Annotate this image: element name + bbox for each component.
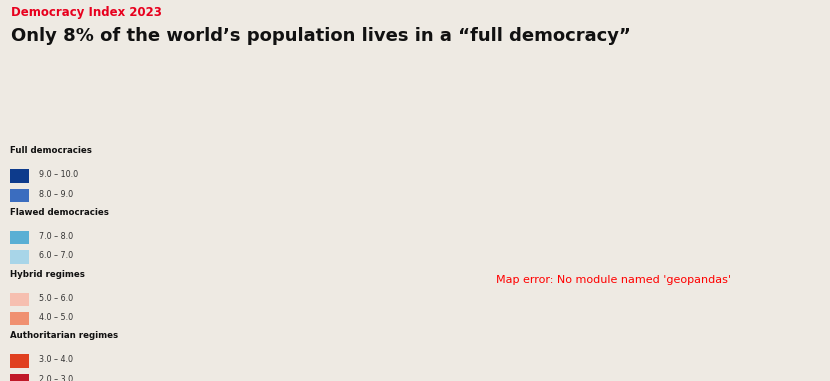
Text: 9.0 – 10.0: 9.0 – 10.0 bbox=[39, 170, 78, 179]
Bar bbox=[11, 189, 29, 202]
Text: Full democracies: Full democracies bbox=[11, 146, 92, 155]
Text: Only 8% of the world’s population lives in a “full democracy”: Only 8% of the world’s population lives … bbox=[11, 27, 631, 45]
Bar bbox=[11, 250, 29, 264]
Bar bbox=[11, 354, 29, 368]
Text: 4.0 – 5.0: 4.0 – 5.0 bbox=[39, 313, 73, 322]
Bar bbox=[11, 293, 29, 306]
Bar bbox=[11, 374, 29, 381]
Text: Hybrid regimes: Hybrid regimes bbox=[11, 270, 85, 279]
Text: 6.0 – 7.0: 6.0 – 7.0 bbox=[39, 251, 73, 261]
Text: Democracy Index 2023: Democracy Index 2023 bbox=[11, 6, 162, 19]
Text: 7.0 – 8.0: 7.0 – 8.0 bbox=[39, 232, 73, 241]
Text: Flawed democracies: Flawed democracies bbox=[11, 208, 110, 217]
Bar bbox=[11, 312, 29, 325]
Bar bbox=[11, 231, 29, 244]
Text: Authoritarian regimes: Authoritarian regimes bbox=[11, 331, 119, 340]
Text: 2.0 – 3.0: 2.0 – 3.0 bbox=[39, 375, 73, 381]
Text: 5.0 – 6.0: 5.0 – 6.0 bbox=[39, 294, 73, 303]
Text: 3.0 – 4.0: 3.0 – 4.0 bbox=[39, 355, 73, 365]
Text: Map error: No module named 'geopandas': Map error: No module named 'geopandas' bbox=[496, 275, 731, 285]
Bar bbox=[11, 169, 29, 182]
Text: 8.0 – 9.0: 8.0 – 9.0 bbox=[39, 190, 73, 199]
